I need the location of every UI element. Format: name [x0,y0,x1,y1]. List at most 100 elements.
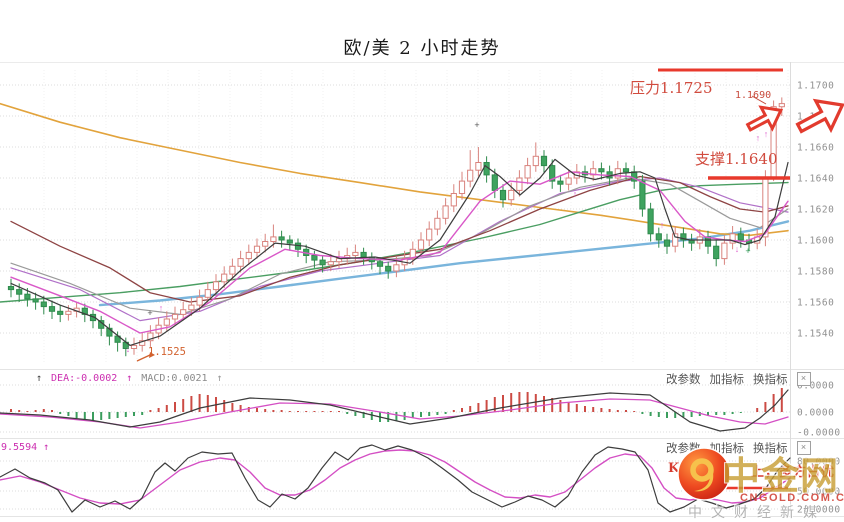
low-tag-pointer [136,354,151,362]
watermark-slogan: 中文财经新媒体 [688,504,826,520]
candle [516,177,523,191]
axis-label: -0.0000 [797,428,841,439]
trade-marker: ↑ [573,189,578,199]
candle [65,310,72,315]
panel-divider [0,516,844,517]
candle [327,261,334,266]
ma-line-ma-orange [0,102,789,237]
candle [286,239,293,244]
close-panel-button[interactable]: × [796,441,811,455]
candle [262,241,269,247]
trade-marker: ↑ [764,129,769,139]
up-arrow-icon: ↑ [36,372,43,384]
candle [729,233,736,244]
candle [180,309,187,315]
axis-label: 20.0000 [797,505,841,516]
candle [253,245,261,253]
panel-divider [0,62,844,63]
candle [508,189,515,201]
candle [212,281,220,291]
axis-label: 1.1700 [797,81,834,92]
candle [417,239,425,250]
candle [663,239,671,247]
trade-marker: ↓ [735,244,740,254]
candle [57,310,64,315]
trade-marker: ↑ [756,133,761,143]
candle [360,251,367,258]
ma-line-ma-purple [10,177,789,322]
up-arrow-icon: ↑ [216,372,223,384]
close-panel-button[interactable]: × [796,372,811,386]
kdj-value-label: 9.5594 ↑ [1,442,50,453]
macd-toolbar: 改参数 加指标 换指标 × [666,371,811,387]
cngold-logo-icon [677,447,731,501]
macd-dif-line [0,389,789,432]
candle [40,301,47,308]
kdj-annotation: 上，多方占优 [751,465,836,480]
macd-canvas[interactable]: 0.0000 0.0000 -0.0000 [0,369,844,439]
candle [467,169,474,182]
candle [647,208,654,235]
candle [245,251,252,260]
candle [163,318,170,326]
ma-line-ma-gray [10,177,789,315]
candle [48,306,56,312]
candle [622,168,630,173]
main-chart-canvas[interactable]: 1.17001.16801.16601.16401.16201.16001.15… [0,62,844,369]
candle [639,180,646,210]
candle [221,273,228,283]
candle [130,344,138,349]
axis-label: 1.1660 [797,143,834,154]
up-arrow-icon: ↑ [126,372,133,384]
kdj-k-line [0,444,791,513]
resistance-label: 压力1.1725 [630,79,713,97]
candle [270,236,277,242]
candle [672,233,679,247]
ma-line-ma-maroon [10,175,789,303]
watermark-url: CNGOLD.COM.CN [740,492,844,504]
candle [524,165,531,179]
candle [721,242,728,260]
axis-label: 1.1600 [797,236,834,247]
up-trend-arrows-icon [745,98,844,134]
candle [458,180,466,194]
candle [540,155,548,167]
change-params-button[interactable]: 改参数 [666,374,701,386]
axis-label: 80.0000 [797,457,841,468]
candle [549,165,556,182]
page-title: 欧/美 2 小时走势 [343,38,501,59]
candle [385,265,392,272]
candle [376,261,384,267]
panel-divider [0,369,844,370]
switch-indicator-button[interactable]: 换指标 [753,374,788,386]
candle [557,180,564,185]
price-tag-pointer [751,95,767,105]
candle [655,233,662,241]
candle [16,289,23,295]
low-tag-arrowhead [149,352,155,358]
macd-dea-label: DEA:-0.0002 [51,372,118,384]
candle [319,259,326,266]
candle [491,174,498,191]
resistance-price-tag: 1.1690 [735,90,772,101]
up-arrow-icon: ↑ [43,442,50,453]
trade-marker: ↓ [126,344,131,354]
trade-marker: + [474,120,479,130]
axis-label: 1.1540 [797,329,834,340]
candle [278,236,285,241]
candle [434,217,441,230]
low-price-tag: 1.1525 [148,346,186,358]
candle [147,332,154,342]
axis-label: 1.1580 [797,267,834,278]
candle [188,304,195,311]
candle [7,286,15,291]
switch-indicator-button[interactable]: 换指标 [753,443,788,455]
candle [499,189,507,201]
candle [32,298,39,303]
axis-label: 50.0000 [797,487,841,498]
add-indicator-button[interactable]: 加指标 [709,374,745,386]
trade-marker: + [745,246,750,256]
trade-marker: ↑ [159,303,164,313]
candle [737,233,744,241]
